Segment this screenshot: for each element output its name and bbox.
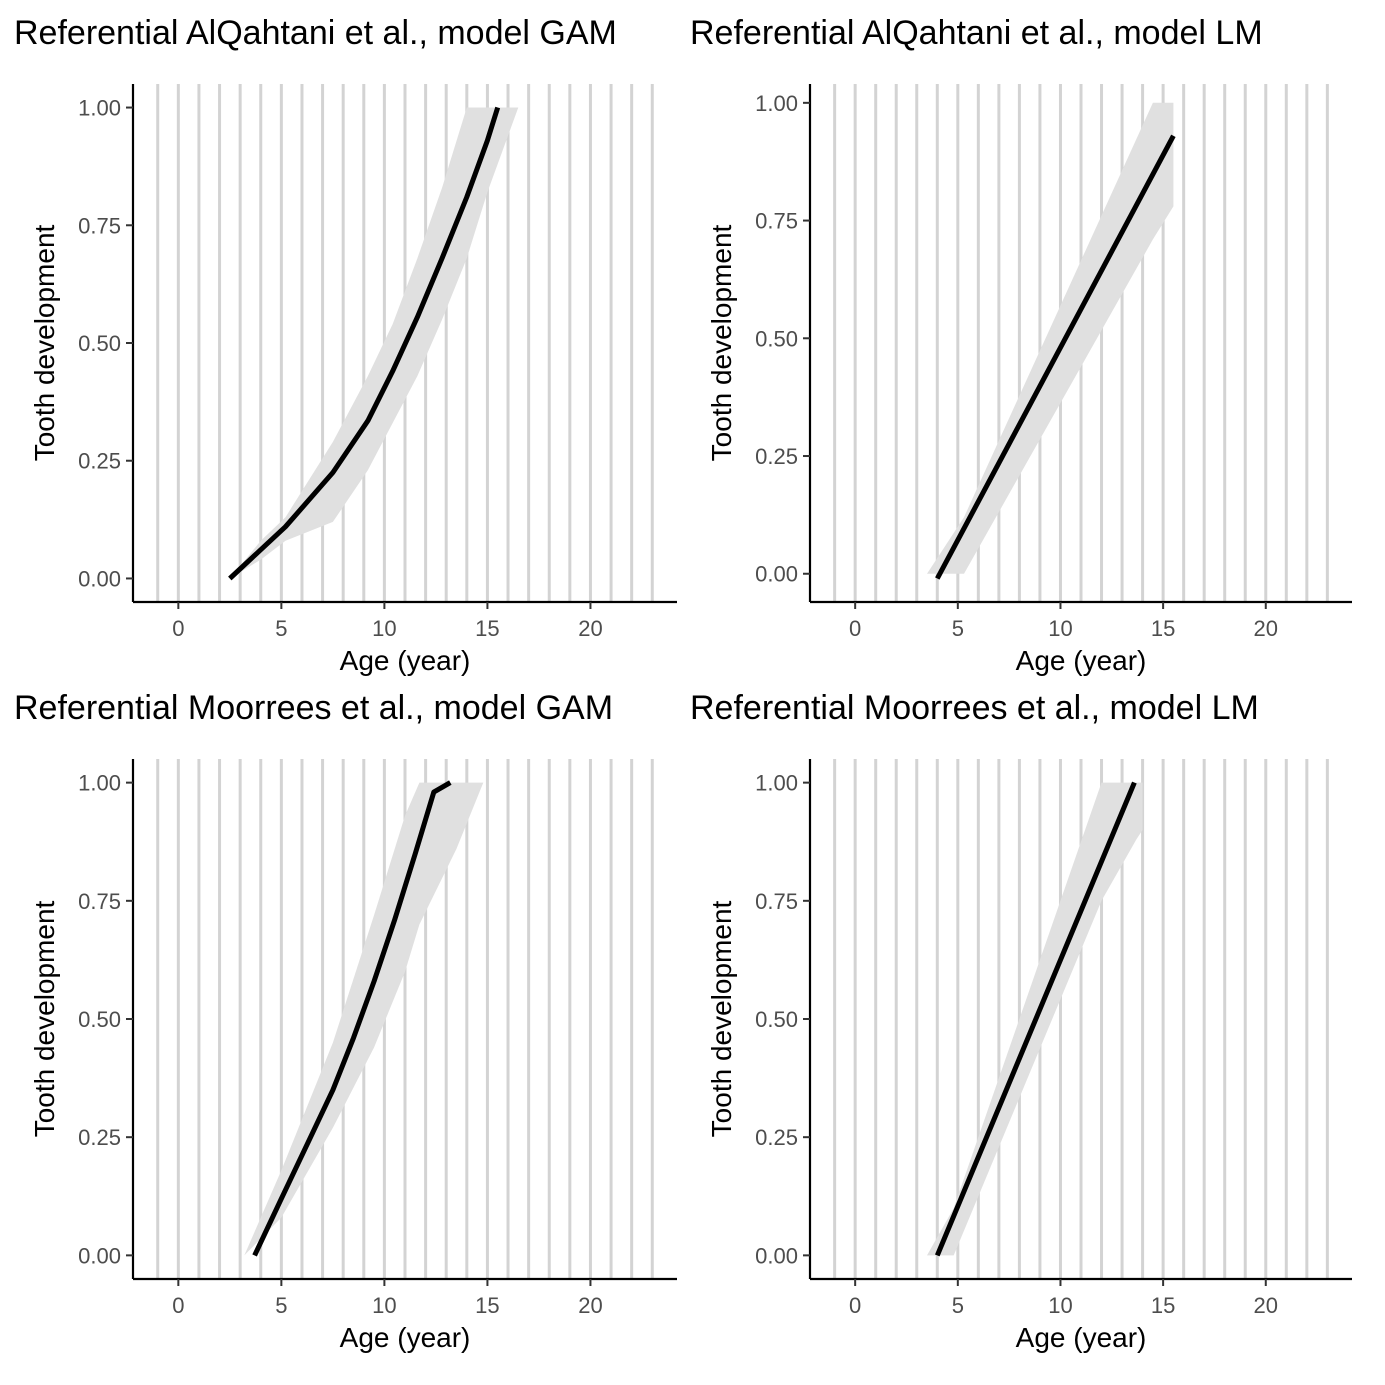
y-tick-label: 0.00 bbox=[78, 1243, 121, 1268]
x-tick-label: 10 bbox=[1048, 616, 1072, 641]
y-tick-label: 1.00 bbox=[755, 771, 798, 796]
x-axis-title: Age (year) bbox=[340, 645, 471, 676]
panel-title: Referential Moorrees et al., model LM bbox=[690, 689, 1259, 727]
y-tick-label: 0.25 bbox=[78, 1125, 121, 1150]
y-tick-label: 0.75 bbox=[78, 213, 121, 238]
confidence-ribbon bbox=[244, 782, 484, 1256]
fit-line bbox=[935, 134, 1176, 580]
y-tick-label: 0.75 bbox=[755, 889, 798, 914]
y-tick-label: 0.25 bbox=[755, 444, 798, 469]
x-tick-label: 5 bbox=[952, 616, 964, 641]
x-tick-label: 15 bbox=[475, 616, 499, 641]
confidence-ribbon bbox=[229, 107, 519, 579]
x-axis-title: Age (year) bbox=[340, 1322, 471, 1353]
x-tick-label: 5 bbox=[275, 1293, 287, 1318]
y-tick-label: 0.50 bbox=[78, 331, 121, 356]
x-tick-label: 10 bbox=[372, 1293, 396, 1318]
y-axis-title: Tooth development bbox=[706, 900, 737, 1137]
x-tick-label: 20 bbox=[1254, 1293, 1278, 1318]
x-tick-label: 10 bbox=[1048, 1293, 1072, 1318]
y-tick-label: 1.00 bbox=[78, 96, 121, 121]
x-tick-label: 15 bbox=[475, 1293, 499, 1318]
y-tick-label: 0.00 bbox=[755, 1243, 798, 1268]
x-axis-title: Age (year) bbox=[1016, 645, 1147, 676]
y-tick-label: 0.25 bbox=[78, 449, 121, 474]
x-tick-label: 10 bbox=[372, 616, 396, 641]
x-tick-label: 0 bbox=[172, 616, 184, 641]
y-tick-label: 0.50 bbox=[755, 326, 798, 351]
panel-2: 0 5 10 15 20 0.00 0.25 0.50 0.75 1.00 Referential … bbox=[690, 14, 1352, 676]
x-tick-label: 20 bbox=[578, 1293, 602, 1318]
y-tick-label: 1.00 bbox=[78, 771, 121, 796]
x-tick-label: 0 bbox=[849, 616, 861, 641]
y-axis-title: Tooth development bbox=[29, 224, 60, 461]
panel-title: Referential AlQahtani et al., model LM bbox=[690, 14, 1263, 52]
y-tick-label: 0.75 bbox=[755, 209, 798, 234]
y-tick-label: 0.25 bbox=[755, 1125, 798, 1150]
fit-line bbox=[252, 780, 452, 1257]
y-tick-label: 0.00 bbox=[78, 566, 121, 591]
fit-line bbox=[228, 106, 501, 581]
x-tick-label: 0 bbox=[172, 1293, 184, 1318]
panel-4: 0 5 10 15 20 0.00 0.25 0.50 0.75 1.00 Referential … bbox=[690, 689, 1352, 1353]
x-tick-label: 20 bbox=[1254, 616, 1278, 641]
y-tick-label: 1.00 bbox=[755, 91, 798, 116]
y-tick-label: 0.75 bbox=[78, 889, 121, 914]
x-tick-label: 20 bbox=[578, 616, 602, 641]
x-tick-label: 5 bbox=[275, 616, 287, 641]
panel-title: Referential AlQahtani et al., model GAM bbox=[14, 14, 617, 52]
y-tick-label: 0.00 bbox=[755, 562, 798, 587]
x-tick-label: 0 bbox=[849, 1293, 861, 1318]
x-tick-label: 15 bbox=[1151, 616, 1175, 641]
x-tick-label: 5 bbox=[952, 1293, 964, 1318]
x-axis-title: Age (year) bbox=[1016, 1322, 1147, 1353]
y-axis-title: Tooth development bbox=[29, 900, 60, 1137]
panel-3: 0 5 10 15 20 0.00 0.25 0.50 0.75 1.00 Referential … bbox=[14, 689, 677, 1353]
y-tick-label: 0.50 bbox=[78, 1007, 121, 1032]
x-tick-label: 15 bbox=[1151, 1293, 1175, 1318]
panel-title: Referential Moorrees et al., model GAM bbox=[14, 689, 613, 727]
confidence-ribbon bbox=[927, 102, 1174, 574]
y-tick-label: 0.50 bbox=[755, 1007, 798, 1032]
y-axis-title: Tooth development bbox=[706, 224, 737, 461]
fit-line bbox=[934, 781, 1137, 1257]
panel-1: 0 5 10 15 20 0.00 0.25 0.50 0.75 1.00 Referential … bbox=[14, 14, 677, 676]
